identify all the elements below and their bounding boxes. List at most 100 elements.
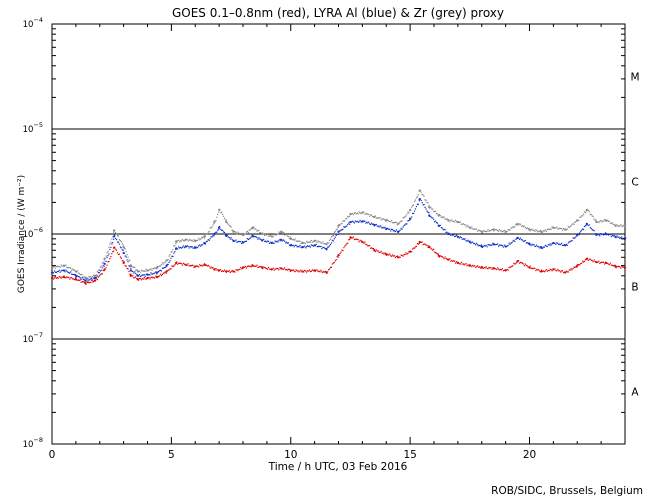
series-dot [384,219,386,221]
series-dot [338,223,340,226]
series-dot [363,242,365,244]
series-dot [485,266,487,268]
y-tick-label: 10−8 [23,436,43,450]
series-dot [232,240,234,242]
series-dot [398,256,400,258]
series-dot [540,271,542,273]
series-dot [435,212,438,215]
series-dot [316,245,318,248]
series-dot [383,253,385,255]
series-dot [274,268,276,270]
series-dot [270,235,272,237]
series-dot [154,267,156,269]
series-dot [282,268,284,270]
series-dot [72,268,74,270]
series-dot [490,244,492,246]
series-dot [205,241,207,243]
series-dot [458,221,461,224]
series-dot [204,243,206,245]
series-dot [609,262,611,264]
series-dot [392,255,395,257]
series-dot [162,263,164,265]
series-dot [264,234,266,237]
series-dot [356,238,358,240]
series-dot [223,217,226,219]
series-dot [251,264,253,266]
series-dot [530,267,532,269]
series-dot [579,216,581,218]
series-dot [380,250,382,252]
series-dot [217,213,219,216]
series-dot [94,277,96,279]
series-dot [354,238,356,240]
series-dot [580,230,582,232]
series-dot [279,232,281,234]
series-dot [573,237,575,239]
series-dot [401,220,403,222]
series-dot [57,277,59,279]
series-dot [211,236,213,238]
series-dot [173,265,175,267]
series-dot [76,279,79,281]
series-dot [357,213,359,215]
series-dot [251,228,253,230]
series-dot [300,246,302,248]
series-dot [568,241,570,243]
series-dot [410,250,412,252]
series-dot [90,275,92,278]
series-dot [267,266,270,269]
series-dot [393,221,396,224]
series-dot [374,224,376,226]
series-dot [343,247,345,249]
series-dot [438,225,440,227]
series-dot [285,233,287,236]
series-dot [541,231,544,233]
series-dot [557,268,559,271]
series-dot [592,229,594,231]
series-dot [352,236,355,238]
series-dot [220,269,222,271]
series-dot [515,262,517,265]
series-dot [423,195,425,197]
series-dot [535,229,537,231]
series-dot [172,266,174,268]
series-dot [471,266,473,268]
series-dot [95,276,98,278]
series-dot [258,237,260,239]
series-dot [478,266,481,268]
series-goes-0-1-0-8nm [50,236,627,285]
series-dot [593,259,595,261]
series-dot [337,226,339,228]
series-dot [293,270,295,272]
series-dot [303,271,305,273]
series-dot [311,269,313,271]
series-dot [224,219,227,221]
series-dot [327,241,329,244]
series-dot [229,225,231,227]
series-dot [476,244,479,246]
series-dot [553,242,555,244]
series-dot [66,267,68,269]
series-dot [434,210,436,213]
series-dot [485,244,487,247]
series-dot [505,231,507,233]
series-dot [297,270,299,272]
flare-class-label: A [631,387,639,399]
series-dot [480,265,482,268]
series-dot [526,265,528,267]
series-dot [190,265,192,267]
series-dot [586,209,588,211]
series-dot [446,218,448,220]
series-dot [170,257,172,259]
series-dot [186,264,188,266]
series-dot [429,207,431,209]
series-dot [267,240,270,242]
series-dot [521,262,524,264]
series-dot [74,274,77,276]
series-dot [241,268,243,270]
series-dot [534,245,536,247]
series-dot [452,260,454,262]
series-dot [453,220,455,222]
series-dot [577,233,579,235]
series-dot [528,266,530,268]
